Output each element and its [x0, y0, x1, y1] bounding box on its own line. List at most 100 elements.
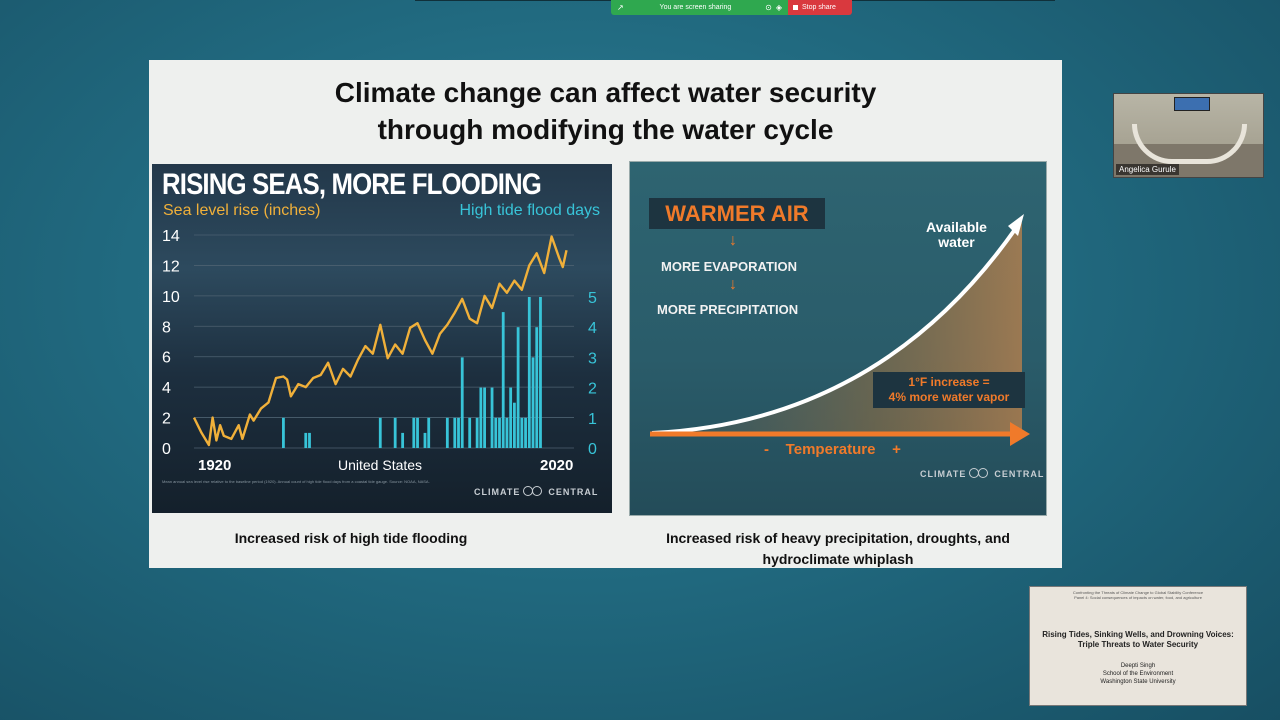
flood-day-bar — [412, 417, 416, 448]
flood-day-bar — [479, 387, 483, 448]
thumb-header-line2: Panel 4: Social consequences of impacts … — [1074, 595, 1202, 600]
screen-share-bar: ↗ You are screen sharing ⊙ ◈ Stop share — [611, 0, 852, 15]
flood-day-bar — [304, 432, 308, 448]
temperature-plus: + — [892, 441, 901, 458]
climate-central-rings-icon — [523, 486, 545, 497]
y-tick-label: 10 — [162, 289, 180, 306]
thumb-title: Rising Tides, Sinking Wells, and Drownin… — [1030, 630, 1246, 650]
sea-level-line — [192, 235, 568, 447]
left-caption: Increased risk of high tide flooding — [234, 530, 468, 546]
more-evaporation-text: MORE EVAPORATION — [661, 259, 798, 274]
y-tick-label: 0 — [162, 441, 171, 458]
flood-day-bar — [505, 417, 509, 448]
share-arrow-icon: ↗ — [617, 3, 624, 12]
thumb-title-line1: Rising Tides, Sinking Wells, and Drownin… — [1042, 630, 1234, 639]
y-tick-label: 2 — [162, 411, 171, 428]
y2-tick-label: 2 — [588, 381, 597, 398]
shield-icon: ◈ — [775, 3, 782, 12]
vapor-line1: 1°F increase = — [908, 375, 990, 389]
thumb-university: Washington State University — [1100, 679, 1176, 685]
right-caption-line2: hydroclimate whiplash — [762, 551, 914, 567]
y2-tick-label: 5 — [588, 290, 597, 307]
right-axis-title: High tide flood days — [459, 202, 600, 219]
stop-share-button[interactable]: Stop share — [788, 0, 852, 15]
flood-day-bar — [501, 312, 505, 448]
x-tick-label: 1920 — [198, 457, 231, 474]
participant-name: Angelica Gurule — [1116, 164, 1179, 175]
logo-text-climate-r: CLIMATE — [920, 468, 967, 479]
y2-tick-label: 1 — [588, 411, 597, 428]
flood-day-bar — [512, 402, 516, 448]
available-water-line2: water — [938, 234, 975, 250]
climate-central-logo-left: CLIMATE CENTRAL — [474, 486, 598, 497]
temperature-axis-label: - Temperature + — [764, 441, 901, 458]
presentation-thumbnail[interactable]: Confronting the Threats of Climate Chang… — [1029, 586, 1247, 706]
y2-tick-label: 3 — [588, 350, 597, 367]
warmer-air-box: WARMER AIR — [649, 198, 825, 229]
participant-video-tile[interactable]: Angelica Gurule — [1113, 93, 1264, 178]
flood-day-bar — [378, 417, 382, 448]
x-tick-label: 2020 — [540, 457, 573, 474]
chart-source-note: Mean annual sea level rise relative to t… — [162, 479, 430, 484]
screen-sharing-indicator[interactable]: ↗ You are screen sharing ⊙ ◈ — [611, 0, 788, 15]
temperature-minus: - — [764, 441, 769, 458]
slide-title: Climate change can affect water security… — [334, 77, 877, 145]
thumb-author-block: Deepti Singh School of the Environment W… — [1030, 662, 1246, 686]
climate-central-rings-icon-r — [969, 468, 991, 479]
flood-day-bar — [527, 297, 531, 448]
logo-text-climate: CLIMATE — [474, 486, 521, 497]
thumb-title-line2: Triple Threats to Water Security — [1077, 640, 1199, 649]
flood-day-bar — [460, 357, 464, 448]
video-room-screen — [1174, 97, 1210, 111]
y-tick-label: 4 — [162, 380, 171, 397]
screen-share-status-icon: ⊙ — [765, 3, 772, 12]
vapor-line2: 4% more water vapor — [888, 390, 1010, 404]
flood-day-bar — [308, 432, 311, 448]
flood-day-bar — [498, 417, 501, 448]
temperature-text: Temperature — [785, 441, 876, 458]
y-tick-label: 6 — [162, 350, 171, 367]
flood-day-bar — [423, 432, 427, 448]
flood-day-bar — [393, 417, 397, 448]
thumb-dept: School of the Environment — [1102, 671, 1174, 677]
right-caption: Increased risk of heavy precipitation, d… — [629, 528, 1047, 570]
flood-day-bar — [516, 327, 520, 448]
flood-day-bar — [427, 417, 431, 448]
warmer-air-diagram-image: WARMER AIR ↓ MORE EVAPORATION ↓ MORE PRE… — [629, 161, 1047, 516]
flood-day-bar — [535, 327, 539, 448]
more-precipitation-text: MORE PRECIPITATION — [657, 302, 799, 317]
chart-subtitle: United States — [338, 457, 422, 473]
water-vapor-box: 1°F increase = 4% more water vapor — [873, 372, 1025, 408]
flood-day-bar — [457, 417, 460, 448]
flood-day-bar — [520, 417, 524, 448]
flood-day-bar — [539, 297, 542, 448]
chart-title: RISING SEAS, MORE FLOODING — [162, 168, 542, 201]
available-water-label: Available water — [926, 220, 987, 250]
flood-day-bar — [475, 417, 479, 448]
stop-share-label: Stop share — [802, 4, 836, 11]
shared-slide: Climate change can affect water security… — [149, 60, 1062, 568]
flood-day-bar — [416, 417, 419, 448]
thumb-header-line1: Confronting the Threats of Climate Chang… — [1072, 590, 1204, 595]
flood-day-bar — [524, 417, 527, 448]
logo-text-central-r: CENTRAL — [994, 468, 1045, 479]
y-tick-label: 8 — [162, 319, 171, 336]
y2-tick-label: 0 — [588, 441, 597, 458]
down-arrow-icon-1: ↓ — [729, 232, 737, 249]
flood-day-bar — [531, 357, 535, 448]
stop-square-icon — [793, 5, 798, 10]
screen-sharing-text: You are screen sharing — [659, 4, 732, 11]
right-caption-line1: Increased risk of heavy precipitation, d… — [666, 530, 1010, 546]
thumb-header: Confronting the Threats of Climate Chang… — [1030, 590, 1246, 600]
available-water-line1: Available — [926, 219, 987, 235]
flood-day-bar — [453, 417, 457, 448]
flood-day-bar — [483, 387, 486, 448]
flood-day-bar — [282, 417, 285, 448]
flood-day-bar — [445, 417, 449, 448]
y2-tick-label: 4 — [588, 320, 597, 337]
y-tick-label: 12 — [162, 258, 180, 275]
logo-text-central: CENTRAL — [548, 486, 599, 497]
flood-day-bar — [509, 387, 513, 448]
flood-day-bar — [401, 432, 405, 448]
